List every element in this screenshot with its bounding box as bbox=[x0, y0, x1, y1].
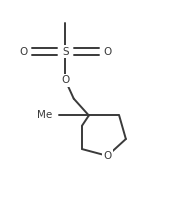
Text: O: O bbox=[103, 151, 111, 161]
Text: Me: Me bbox=[37, 110, 52, 120]
Text: O: O bbox=[103, 47, 111, 57]
Text: O: O bbox=[19, 47, 27, 57]
Text: S: S bbox=[62, 47, 69, 57]
Text: O: O bbox=[61, 75, 69, 85]
